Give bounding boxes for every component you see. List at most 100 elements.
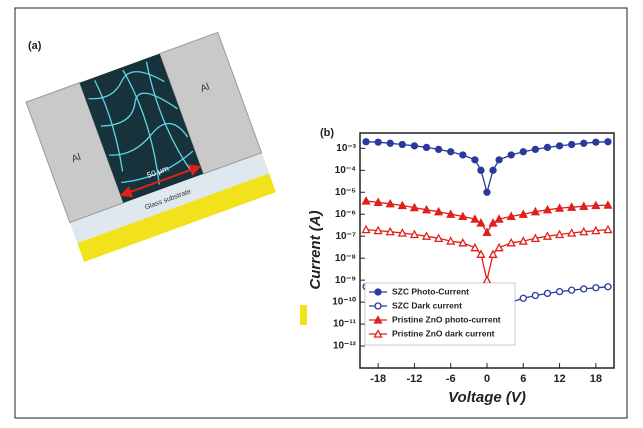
marker: [592, 202, 599, 209]
marker: [605, 139, 611, 145]
x-tick-label: 0: [484, 373, 490, 385]
marker: [363, 139, 369, 145]
y-axis-label: Current (A): [307, 210, 324, 289]
marker: [520, 211, 527, 218]
marker: [399, 141, 405, 147]
y-tick-label: 10⁻⁷: [335, 231, 356, 242]
legend-label: Pristine ZnO photo-current: [392, 314, 501, 324]
marker: [411, 204, 418, 211]
marker: [581, 286, 587, 292]
marker: [447, 211, 454, 218]
marker: [532, 292, 538, 298]
marker: [478, 167, 484, 173]
marker: [363, 226, 370, 233]
marker: [496, 157, 502, 163]
marker: [460, 152, 466, 158]
marker: [508, 213, 515, 220]
x-tick-label: -12: [406, 373, 422, 385]
y-tick-label: 10⁻⁶: [335, 209, 356, 220]
marker: [580, 228, 587, 235]
marker: [569, 141, 575, 147]
x-tick-label: 6: [520, 373, 526, 385]
marker: [375, 227, 382, 234]
marker: [604, 202, 611, 209]
marker: [593, 285, 599, 291]
marker: [484, 229, 491, 236]
y-tick-label: 10⁻³: [336, 143, 356, 154]
x-tick-label: 18: [590, 373, 602, 385]
marker: [490, 167, 496, 173]
panel-label: (b): [320, 127, 334, 139]
y-tick-label: 10⁻⁸: [335, 253, 356, 264]
marker: [605, 284, 611, 290]
series-line: [366, 142, 608, 193]
marker: [484, 277, 491, 284]
x-tick-label: -6: [446, 373, 456, 385]
marker: [411, 143, 417, 149]
x-tick-label: -18: [370, 373, 386, 385]
marker: [387, 200, 394, 207]
x-tick-label: 12: [553, 373, 565, 385]
marker: [484, 189, 490, 195]
marker: [520, 238, 527, 245]
marker: [580, 203, 587, 210]
marker: [411, 231, 418, 238]
marker: [568, 204, 575, 211]
marker: [363, 198, 370, 205]
marker: [399, 202, 406, 209]
marker: [557, 289, 563, 295]
crop-fragment: [300, 305, 307, 325]
marker: [459, 239, 466, 246]
y-tick-label: 10⁻⁴: [335, 165, 356, 176]
marker: [459, 213, 466, 220]
marker: [424, 144, 430, 150]
marker: [448, 149, 454, 155]
marker: [477, 219, 484, 226]
legend-label: Pristine ZnO dark current: [392, 328, 495, 338]
marker: [593, 139, 599, 145]
series-line: [366, 230, 608, 281]
marker: [471, 244, 478, 251]
marker: [556, 231, 563, 238]
marker: [508, 239, 515, 246]
marker: [569, 287, 575, 293]
y-tick-label: 10⁻⁹: [335, 275, 356, 286]
marker: [375, 289, 381, 295]
marker: [592, 227, 599, 234]
y-tick-label: 10⁻¹²: [333, 341, 357, 352]
marker: [423, 206, 430, 213]
marker: [520, 295, 526, 301]
x-axis-label: Voltage (V): [448, 389, 526, 406]
marker: [532, 235, 539, 242]
marker: [544, 233, 551, 240]
marker: [375, 139, 381, 145]
marker: [496, 244, 503, 251]
marker: [387, 228, 394, 235]
marker: [544, 206, 551, 213]
y-tick-label: 10⁻¹¹: [333, 319, 357, 330]
marker: [508, 152, 514, 158]
marker: [387, 140, 393, 146]
panel-label: (a): [28, 40, 42, 52]
marker: [604, 226, 611, 233]
marker: [532, 146, 538, 152]
marker: [496, 216, 503, 223]
y-tick-label: 10⁻¹⁰: [332, 297, 356, 308]
device-diagram: Al Al 50 µm Glass substrate: [26, 32, 276, 262]
marker: [581, 140, 587, 146]
figure: (a) Al Al 50 µm Glass substrate (b) Volt…: [0, 0, 643, 423]
marker: [520, 149, 526, 155]
legend-label: SZC Photo-Current: [392, 286, 469, 296]
marker: [544, 144, 550, 150]
marker: [375, 199, 382, 206]
marker: [447, 238, 454, 245]
marker: [568, 230, 575, 237]
marker: [532, 208, 539, 215]
marker: [399, 230, 406, 237]
marker: [375, 303, 381, 309]
marker: [423, 233, 430, 240]
legend-label: SZC Dark current: [392, 300, 462, 310]
marker: [435, 208, 442, 215]
marker: [544, 290, 550, 296]
marker: [471, 216, 478, 223]
